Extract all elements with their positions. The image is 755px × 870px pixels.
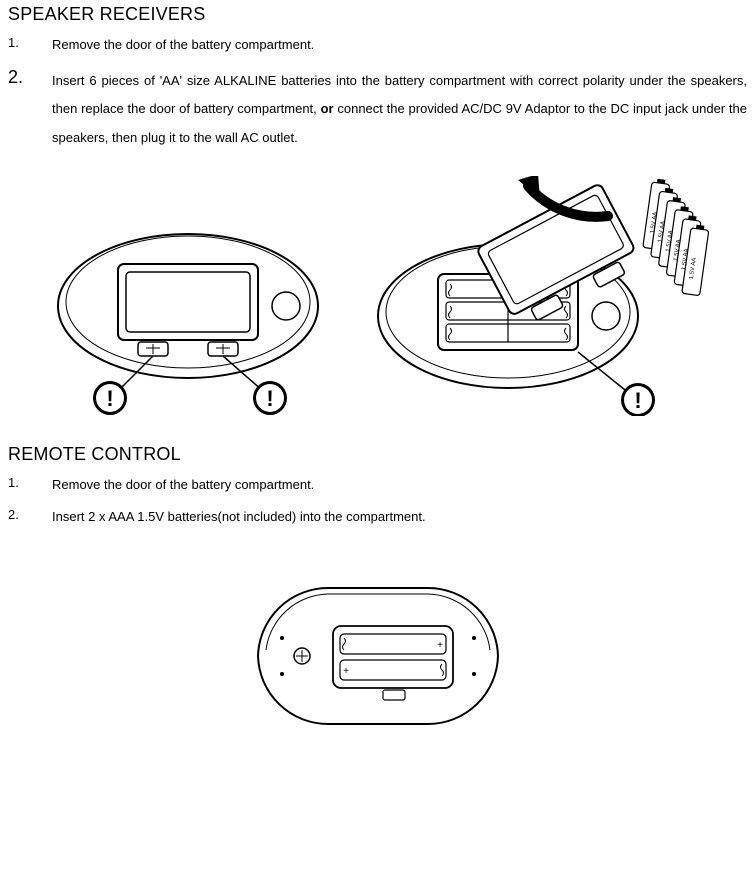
list-item: 2. Insert 6 pieces of 'AA' size ALKALINE… — [8, 67, 747, 153]
figure-speaker-batteries: ! ! — [8, 176, 747, 416]
svg-text:+: + — [343, 666, 349, 677]
item-text: Insert 2 x AAA 1.5V batteries(not includ… — [52, 507, 426, 527]
item-number: 1. — [8, 35, 52, 55]
svg-text:!: ! — [266, 386, 273, 411]
speaker-base-left: ! ! — [58, 234, 318, 415]
item-number: 2. — [8, 507, 52, 527]
item-text: Remove the door of the battery compartme… — [52, 475, 314, 495]
section2-list: 1. Remove the door of the battery compar… — [8, 475, 747, 526]
section2-heading: REMOTE CONTROL — [8, 444, 747, 465]
item-text: Remove the door of the battery compartme… — [52, 35, 314, 55]
section1-heading: SPEAKER RECEIVERS — [8, 4, 747, 25]
list-item: 1. Remove the door of the battery compar… — [8, 35, 747, 55]
speaker-base-right: ! — [378, 176, 655, 416]
list-item: 1. Remove the door of the battery compar… — [8, 475, 747, 495]
svg-text:!: ! — [634, 388, 641, 413]
item-text: Insert 6 pieces of 'AA' size ALKALINE ba… — [52, 67, 747, 153]
document-page: SPEAKER RECEIVERS 1. Remove the door of … — [0, 0, 755, 766]
remote-body: + + — [258, 588, 498, 724]
text-bold: or — [321, 101, 334, 116]
item-number: 2. — [8, 67, 52, 153]
speaker-battery-diagram: ! ! — [38, 176, 718, 416]
list-item: 2. Insert 2 x AAA 1.5V batteries(not inc… — [8, 507, 747, 527]
section1-list: 1. Remove the door of the battery compar… — [8, 35, 747, 152]
svg-text:+: + — [437, 640, 443, 651]
item-number: 1. — [8, 475, 52, 495]
remote-control-diagram: + + — [218, 566, 538, 746]
battery-stack: 1.5V AA 1.5V AA 1.5V AA — [637, 178, 715, 296]
figure-remote-control: + + — [8, 566, 747, 746]
svg-text:!: ! — [106, 386, 113, 411]
